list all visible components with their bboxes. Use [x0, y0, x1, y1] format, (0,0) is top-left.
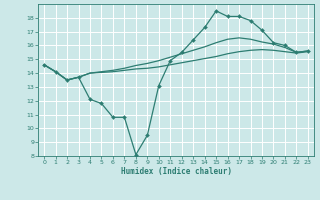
X-axis label: Humidex (Indice chaleur): Humidex (Indice chaleur)	[121, 167, 231, 176]
